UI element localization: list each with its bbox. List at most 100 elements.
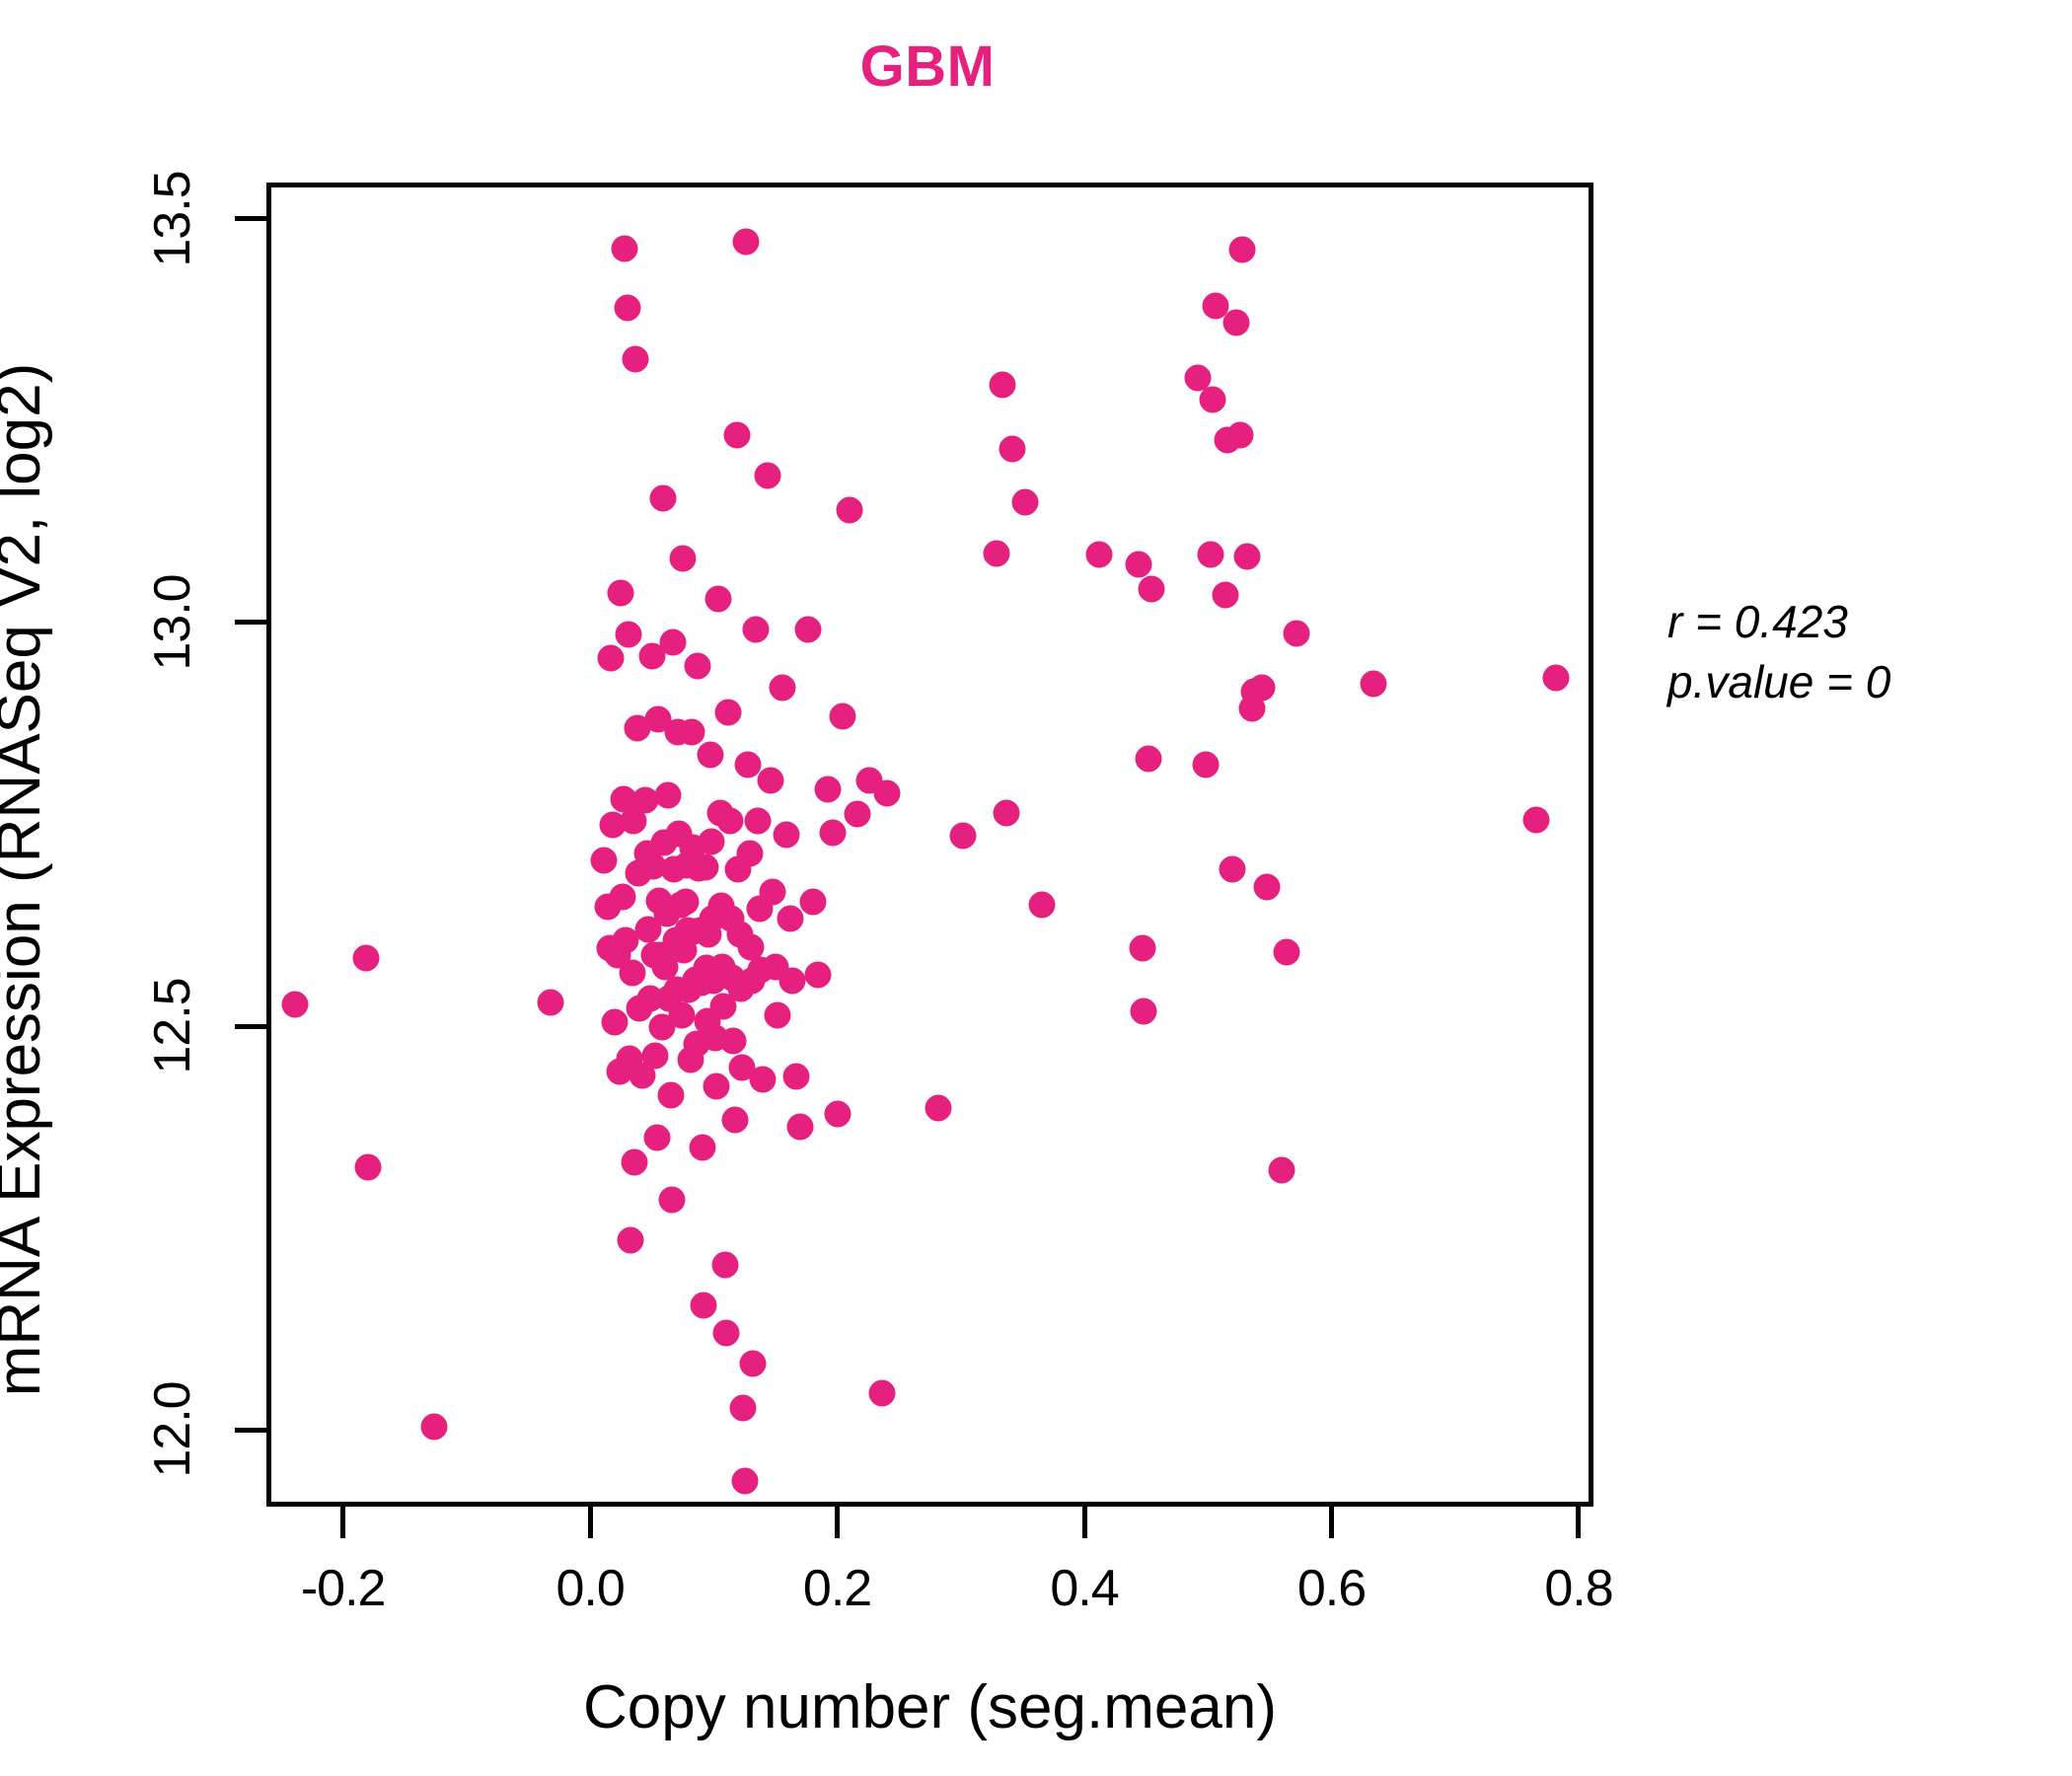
data-point (983, 540, 1010, 567)
x-tick-label: -0.2 (300, 1560, 387, 1617)
x-tick-mark (587, 1507, 593, 1538)
data-point (1212, 581, 1239, 609)
data-point (999, 435, 1026, 463)
x-tick-mark (1081, 1507, 1087, 1538)
data-point (729, 1394, 757, 1422)
data-point (690, 1292, 717, 1319)
data-point (786, 1113, 814, 1141)
data-point (1085, 541, 1113, 568)
data-point (731, 1467, 759, 1495)
data-point (703, 1073, 730, 1100)
data-point (712, 1319, 740, 1347)
data-point (714, 699, 742, 726)
x-tick-label: 0.2 (802, 1560, 872, 1617)
data-point (607, 579, 634, 607)
data-point (757, 767, 784, 794)
data-point (925, 1094, 952, 1122)
data-point (1253, 873, 1281, 901)
data-point (1199, 386, 1226, 413)
data-point (1138, 575, 1165, 603)
data-point (697, 741, 724, 769)
data-point (537, 989, 564, 1016)
data-point (868, 1379, 896, 1407)
data-point (719, 1027, 747, 1055)
data-point (736, 840, 764, 867)
data-point (742, 616, 770, 643)
data-point (352, 944, 380, 972)
data-point (782, 1063, 810, 1090)
data-point (764, 1001, 791, 1029)
x-tick-mark (1329, 1507, 1334, 1538)
data-point (684, 652, 711, 680)
data-point (737, 933, 765, 961)
data-point (1197, 541, 1224, 568)
data-point (654, 781, 682, 809)
data-point (704, 585, 732, 613)
data-point (672, 888, 700, 916)
data-point (732, 228, 760, 256)
data-point (824, 1100, 851, 1128)
data-point (1125, 551, 1152, 578)
data-point (1228, 236, 1256, 263)
y-axis-title: mRNA Expression (RNASeq V2, log2) (0, 362, 53, 1397)
y-tick-mark (235, 620, 266, 626)
data-point (799, 888, 827, 916)
data-point (734, 751, 762, 778)
y-tick-mark (235, 1427, 266, 1433)
correlation-value: r = 0.423 (1667, 596, 1848, 647)
y-tick-label: 12.5 (144, 978, 201, 1074)
data-point (778, 967, 806, 995)
data-point (993, 799, 1020, 827)
y-tick-mark (235, 216, 266, 222)
stats-annotation: r = 0.423 p.value = 0 (1667, 592, 1890, 711)
data-point (611, 235, 638, 262)
data-point (617, 1226, 644, 1254)
data-point (621, 1148, 648, 1176)
data-point (1192, 751, 1220, 778)
data-point (1130, 998, 1157, 1025)
data-point (721, 1106, 749, 1134)
data-point (612, 926, 639, 954)
data-point (622, 345, 649, 373)
data-point (836, 496, 863, 524)
data-point (1273, 938, 1300, 966)
data-point (609, 883, 636, 911)
data-point (989, 371, 1016, 399)
data-point (814, 776, 842, 803)
data-point (669, 545, 697, 572)
data-point (754, 462, 781, 489)
data-point (641, 1042, 669, 1070)
x-tick-mark (340, 1507, 346, 1538)
data-point (590, 847, 618, 874)
data-point (716, 807, 744, 835)
data-point (1011, 488, 1039, 516)
data-point (657, 1081, 684, 1109)
data-point (614, 294, 641, 322)
data-point (777, 905, 804, 932)
data-point (601, 1008, 629, 1036)
y-tick-label: 13.5 (144, 171, 201, 267)
data-point (794, 616, 821, 643)
data-point (631, 786, 659, 814)
x-tick-mark (835, 1507, 841, 1538)
data-point (819, 819, 847, 847)
data-point (643, 1124, 671, 1151)
data-point (420, 1413, 448, 1441)
data-point (689, 1134, 716, 1161)
data-point (1248, 674, 1276, 702)
data-point (873, 779, 901, 807)
data-point (1268, 1156, 1295, 1184)
data-point (1028, 891, 1056, 919)
data-point (692, 853, 719, 881)
x-tick-label: 0.4 (1050, 1560, 1119, 1617)
x-tick-label: 0.6 (1296, 1560, 1367, 1617)
x-tick-mark (1576, 1507, 1582, 1538)
data-point (659, 629, 687, 656)
data-point (804, 961, 832, 989)
data-point (1233, 543, 1261, 570)
data-point (658, 1186, 686, 1214)
data-point (1283, 620, 1310, 647)
plot-area (266, 183, 1593, 1507)
data-point (1129, 934, 1156, 962)
